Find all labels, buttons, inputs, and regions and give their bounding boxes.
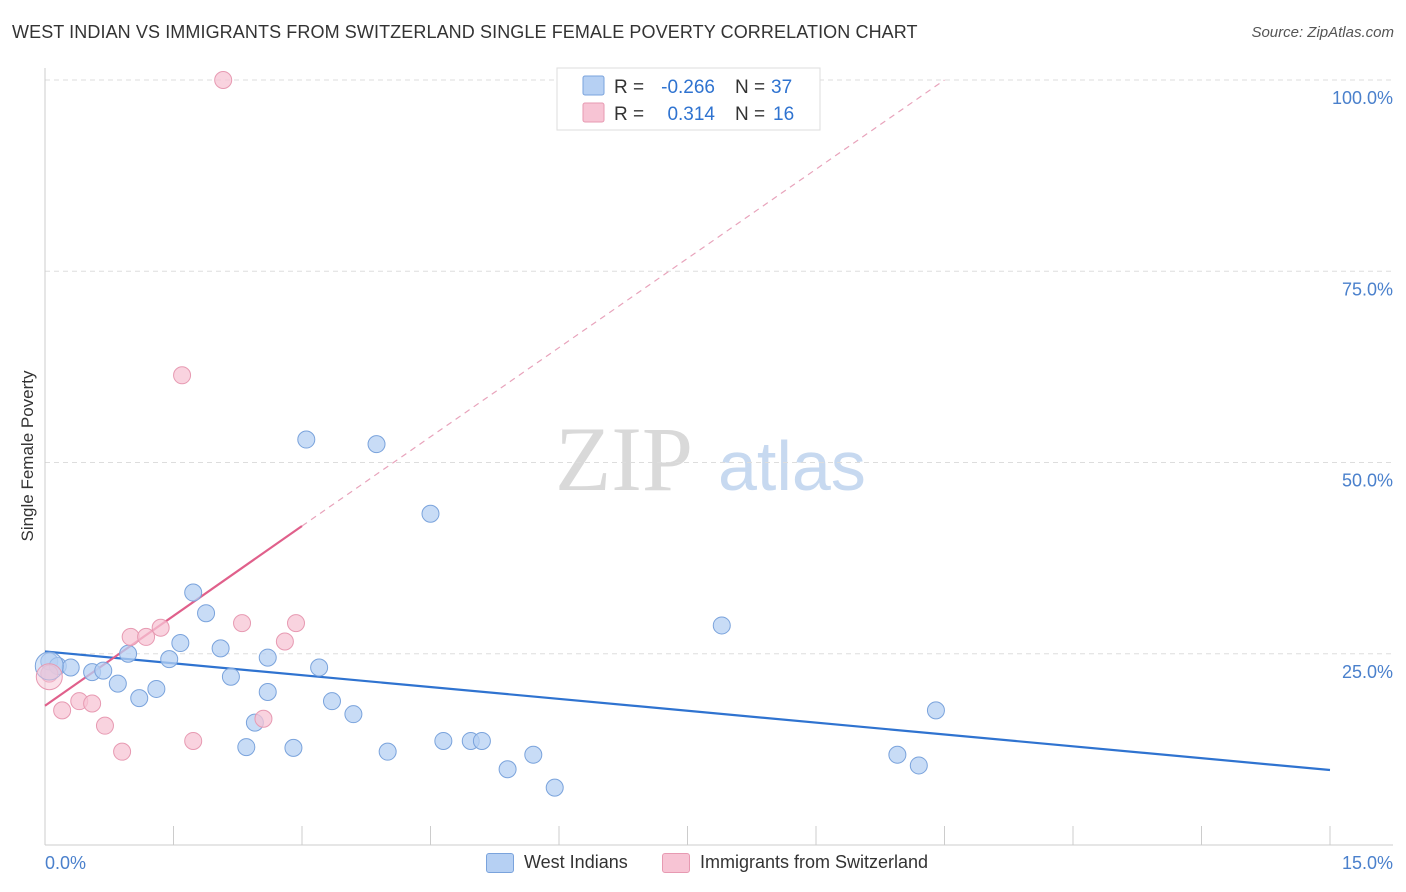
point-west-indians bbox=[237, 738, 256, 757]
point-switzerland bbox=[95, 716, 114, 735]
point-west-indians bbox=[119, 644, 138, 663]
point-west-indians bbox=[310, 658, 329, 677]
x-tick-marks bbox=[173, 826, 1331, 845]
trend-line-west-indians bbox=[44, 650, 1331, 772]
point-west-indians bbox=[498, 760, 517, 779]
legend-n-label-1: N = bbox=[735, 77, 765, 98]
y-tick-label: 100.0% bbox=[1332, 88, 1393, 108]
point-switzerland bbox=[214, 71, 233, 89]
point-switzerland bbox=[275, 632, 294, 651]
watermark-zip: ZIP bbox=[555, 408, 693, 510]
point-west-indians bbox=[378, 742, 397, 761]
watermark-atlas: atlas bbox=[718, 427, 866, 505]
source-label: Source: ZipAtlas.com bbox=[1251, 24, 1394, 41]
y-tick-label: 50.0% bbox=[1342, 471, 1393, 491]
point-west-indians bbox=[147, 679, 166, 698]
legend-n-label-2: N = bbox=[735, 104, 765, 125]
point-west-indians bbox=[421, 504, 440, 523]
point-switzerland bbox=[173, 366, 192, 385]
legend-label-west-indians: West Indians bbox=[524, 852, 628, 872]
point-west-indians bbox=[221, 667, 240, 686]
point-switzerland bbox=[254, 709, 273, 728]
point-west-indians bbox=[258, 648, 277, 667]
point-switzerland bbox=[83, 694, 102, 713]
point-west-indians bbox=[926, 701, 945, 720]
legend-swatch-switzerland bbox=[662, 852, 690, 873]
legend-item-switzerland: Immigrants from Switzerland bbox=[662, 852, 928, 873]
trend-line-switzerland bbox=[44, 525, 303, 707]
point-switzerland bbox=[113, 742, 132, 761]
legend-swatch-west-indians bbox=[486, 852, 514, 873]
point-switzerland bbox=[53, 701, 72, 720]
point-west-indians bbox=[171, 634, 190, 653]
legend-r-label-2: R = bbox=[614, 104, 644, 125]
point-west-indians bbox=[130, 689, 149, 708]
legend-swatch-blue bbox=[582, 75, 605, 96]
point-switzerland bbox=[233, 614, 252, 633]
legend-r-label-1: R = bbox=[614, 77, 644, 98]
x-tick-label-max: 15.0% bbox=[1342, 853, 1393, 873]
grid-lines bbox=[45, 79, 1393, 655]
legend-item-west-indians: West Indians bbox=[486, 852, 628, 873]
point-west-indians bbox=[888, 745, 907, 764]
point-switzerland bbox=[184, 731, 203, 750]
legend-label-switzerland: Immigrants from Switzerland bbox=[700, 852, 929, 872]
point-west-indians bbox=[160, 650, 179, 669]
y-tick-labels: 25.0% 50.0% 75.0% 100.0% bbox=[1332, 88, 1393, 682]
point-west-indians bbox=[322, 692, 341, 711]
point-west-indians bbox=[61, 658, 80, 677]
trend-line-switzerland-extension bbox=[301, 79, 945, 527]
data-points bbox=[34, 71, 945, 797]
point-switzerland-cluster bbox=[35, 663, 63, 691]
point-west-indians bbox=[297, 430, 316, 449]
legend-swatch-pink bbox=[582, 102, 605, 123]
point-west-indians bbox=[545, 778, 564, 797]
point-west-indians bbox=[211, 639, 230, 658]
point-west-indians bbox=[108, 674, 127, 693]
point-west-indians bbox=[94, 661, 113, 680]
legend-n-value-2: 16 bbox=[773, 104, 794, 125]
legend-n-value-1: 37 bbox=[771, 77, 792, 98]
point-switzerland bbox=[121, 627, 140, 646]
y-tick-label: 25.0% bbox=[1342, 662, 1393, 682]
point-west-indians bbox=[909, 756, 928, 775]
point-west-indians bbox=[524, 745, 543, 764]
point-west-indians bbox=[284, 738, 303, 757]
point-west-indians bbox=[434, 731, 453, 750]
point-switzerland bbox=[287, 614, 306, 633]
stats-legend: R = -0.266 N = 37 R = 0.314 N = 16 bbox=[556, 67, 821, 131]
point-switzerland bbox=[137, 627, 156, 646]
y-axis-label: Single Female Poverty bbox=[18, 370, 37, 542]
point-west-indians bbox=[197, 604, 216, 623]
point-west-indians bbox=[367, 435, 386, 454]
point-west-indians bbox=[184, 583, 203, 602]
point-west-indians bbox=[258, 683, 277, 701]
x-tick-label-min: 0.0% bbox=[45, 853, 86, 873]
point-switzerland bbox=[151, 618, 170, 637]
point-west-indians bbox=[472, 731, 491, 750]
legend-r-value-2: 0.314 bbox=[667, 104, 715, 125]
y-tick-label: 75.0% bbox=[1342, 279, 1393, 299]
point-west-indians bbox=[344, 705, 363, 724]
point-west-indians bbox=[712, 616, 731, 635]
legend-r-value-1: -0.266 bbox=[661, 77, 715, 98]
chart-title: WEST INDIAN VS IMMIGRANTS FROM SWITZERLA… bbox=[12, 22, 918, 42]
